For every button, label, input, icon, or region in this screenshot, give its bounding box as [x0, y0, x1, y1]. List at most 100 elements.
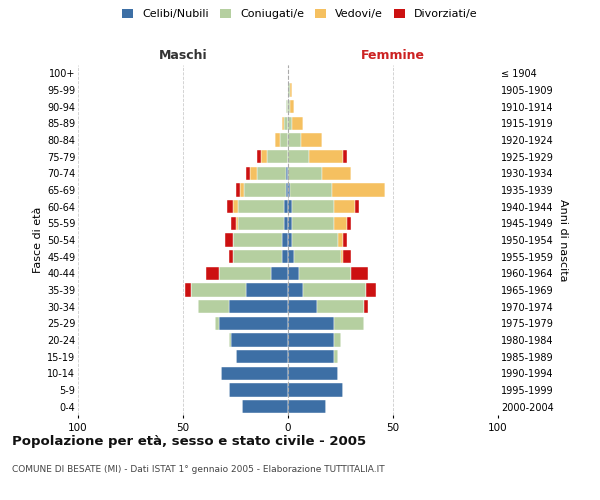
Bar [341, 250, 343, 264]
Bar [280, 134, 288, 146]
Bar [290, 184, 332, 196]
Bar [292, 216, 334, 230]
Bar [288, 300, 317, 314]
Bar [286, 166, 288, 180]
Bar [334, 200, 355, 213]
Bar [364, 300, 368, 314]
Bar [288, 134, 301, 146]
Bar [284, 116, 288, 130]
Text: Femmine: Femmine [361, 48, 425, 62]
Bar [260, 150, 267, 164]
Bar [240, 184, 244, 196]
Bar [242, 400, 288, 413]
Bar [334, 334, 341, 346]
Bar [238, 200, 284, 213]
Bar [343, 234, 347, 246]
Bar [284, 200, 288, 213]
Bar [267, 150, 288, 164]
Bar [286, 100, 288, 114]
Bar [288, 184, 290, 196]
Bar [343, 150, 347, 164]
Bar [355, 200, 359, 213]
Bar [317, 300, 364, 314]
Bar [257, 150, 260, 164]
Bar [284, 216, 288, 230]
Bar [225, 234, 233, 246]
Bar [288, 216, 292, 230]
Bar [299, 266, 351, 280]
Bar [343, 250, 351, 264]
Text: Maschi: Maschi [158, 48, 208, 62]
Bar [288, 284, 303, 296]
Bar [282, 234, 288, 246]
Bar [288, 250, 295, 264]
Bar [185, 284, 191, 296]
Bar [322, 166, 351, 180]
Bar [221, 366, 288, 380]
Bar [244, 184, 286, 196]
Bar [288, 316, 334, 330]
Bar [288, 234, 292, 246]
Bar [282, 116, 284, 130]
Bar [288, 334, 334, 346]
Bar [246, 284, 288, 296]
Bar [366, 284, 376, 296]
Bar [218, 266, 271, 280]
Bar [235, 184, 240, 196]
Bar [288, 166, 322, 180]
Bar [229, 334, 232, 346]
Bar [206, 266, 218, 280]
Bar [290, 100, 295, 114]
Bar [334, 216, 347, 230]
Bar [301, 134, 322, 146]
Bar [238, 216, 284, 230]
Text: Popolazione per età, sesso e stato civile - 2005: Popolazione per età, sesso e stato civil… [12, 435, 366, 448]
Bar [232, 334, 288, 346]
Bar [227, 200, 233, 213]
Bar [334, 316, 364, 330]
Bar [218, 316, 288, 330]
Bar [229, 384, 288, 396]
Bar [295, 250, 341, 264]
Bar [233, 250, 282, 264]
Bar [288, 266, 299, 280]
Bar [246, 166, 250, 180]
Y-axis label: Anni di nascita: Anni di nascita [558, 198, 568, 281]
Bar [250, 166, 257, 180]
Bar [288, 200, 292, 213]
Bar [288, 384, 343, 396]
Bar [288, 350, 334, 364]
Legend: Celibi/Nubili, Coniugati/e, Vedovi/e, Divorziati/e: Celibi/Nubili, Coniugati/e, Vedovi/e, Di… [119, 6, 481, 22]
Bar [288, 116, 292, 130]
Bar [288, 150, 309, 164]
Bar [309, 150, 343, 164]
Bar [232, 216, 235, 230]
Bar [290, 84, 292, 96]
Bar [303, 284, 366, 296]
Bar [347, 216, 351, 230]
Bar [286, 184, 288, 196]
Bar [282, 250, 288, 264]
Bar [229, 250, 233, 264]
Bar [235, 216, 238, 230]
Bar [292, 234, 338, 246]
Bar [233, 234, 282, 246]
Bar [292, 200, 334, 213]
Bar [215, 316, 218, 330]
Bar [233, 200, 238, 213]
Text: COMUNE DI BESATE (MI) - Dati ISTAT 1° gennaio 2005 - Elaborazione TUTTITALIA.IT: COMUNE DI BESATE (MI) - Dati ISTAT 1° ge… [12, 465, 385, 474]
Bar [288, 100, 290, 114]
Bar [292, 116, 303, 130]
Bar [275, 134, 280, 146]
Bar [288, 366, 338, 380]
Bar [198, 300, 229, 314]
Bar [351, 266, 368, 280]
Y-axis label: Fasce di età: Fasce di età [32, 207, 43, 273]
Bar [191, 284, 246, 296]
Bar [271, 266, 288, 280]
Bar [257, 166, 286, 180]
Bar [235, 350, 288, 364]
Bar [334, 350, 338, 364]
Bar [229, 300, 288, 314]
Bar [288, 84, 290, 96]
